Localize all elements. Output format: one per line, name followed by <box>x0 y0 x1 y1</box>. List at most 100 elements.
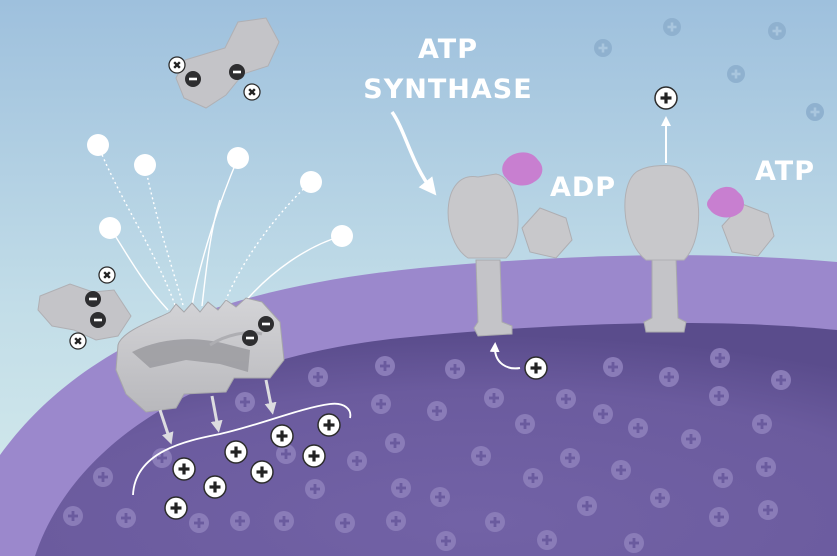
plus-ion-icon <box>172 457 196 481</box>
released-particles <box>97 144 343 311</box>
faded-plus-ion-icon <box>391 478 411 498</box>
minus-ion-icon <box>258 316 274 332</box>
particle-icon <box>134 154 156 176</box>
faded-plus-ion-icon <box>758 500 778 520</box>
faded-plus-ion-icon <box>650 488 670 508</box>
plus-ion-icon <box>654 86 678 110</box>
faded-plus-ion-icon <box>274 511 294 531</box>
plus-ion-icon <box>270 424 294 448</box>
plus-ion-icon <box>317 413 341 437</box>
faded-plus-ion-icon <box>485 512 505 532</box>
faded-plus-ion-icon <box>347 451 367 471</box>
cross-ion-icon <box>98 266 116 284</box>
faded-plus-ion-icon <box>537 530 557 550</box>
faded-plus-ion-icon <box>63 506 83 526</box>
plus-ion-icon <box>203 475 227 499</box>
faded-plus-ion-icon <box>371 394 391 414</box>
pump-arrows <box>158 379 277 445</box>
faded-plus-ion-icon <box>515 414 535 434</box>
matrix <box>35 323 837 556</box>
plus-ion-icon <box>302 444 326 468</box>
faded-plus-ion-icon <box>663 18 681 36</box>
minus-ion-icon <box>229 64 245 80</box>
minus-ion-icon <box>85 291 101 307</box>
adp-molecule <box>502 152 573 259</box>
particle-icon <box>87 134 109 156</box>
plus-ion-icon <box>524 356 548 380</box>
faded-plus-ion-icon <box>713 468 733 488</box>
faded-plus-ion-icon <box>375 356 395 376</box>
faded-plus-ion-icon <box>116 508 136 528</box>
proton-group-bracket <box>132 402 352 496</box>
minus-ion-icon <box>185 71 201 87</box>
atp-synthase-right <box>624 165 700 333</box>
adenosine-icon <box>521 207 573 259</box>
faded-plus-ion-icon <box>335 513 355 533</box>
arrow-icon <box>489 342 521 370</box>
phosphate-icon <box>707 186 744 218</box>
faded-plus-ion-icon <box>93 467 113 487</box>
cross-ion-icon <box>69 332 87 350</box>
faded-plus-ion-icon <box>523 468 543 488</box>
atp-label: ATP <box>755 156 815 187</box>
faded-plus-ion-icon <box>593 404 613 424</box>
faded-plus-ion-icon <box>577 496 597 516</box>
plus-ion-icon <box>250 460 274 484</box>
particle-icon <box>99 217 121 239</box>
particle-icon <box>331 225 353 247</box>
faded-plus-ion-icon <box>560 448 580 468</box>
faded-plus-ion-icon <box>235 392 255 412</box>
arrow-icon <box>210 395 223 433</box>
atp-molecule <box>707 186 775 257</box>
particle-icon <box>227 147 249 169</box>
faded-plus-ion-icon <box>471 446 491 466</box>
faded-plus-ion-icon <box>806 103 824 121</box>
cross-ion-icon <box>168 56 186 74</box>
faded-plus-ion-icon <box>752 414 772 434</box>
atp-synthase-left <box>447 173 519 337</box>
minus-ion-icon <box>242 330 258 346</box>
atp-synthase-label-line2: SYNTHASE <box>363 74 532 105</box>
plus-ion-icon <box>224 440 248 464</box>
faded-plus-ion-icon <box>189 513 209 533</box>
faded-plus-ion-icon <box>436 531 456 551</box>
cross-ion-icon <box>243 83 261 101</box>
faded-plus-ion-icon <box>305 479 325 499</box>
faded-plus-ion-icon <box>385 433 405 453</box>
faded-plus-ion-icon <box>681 429 701 449</box>
free-electron-carrier-left <box>37 266 132 350</box>
particle-dots <box>87 134 353 247</box>
atp-synthase-label-line1: ATP <box>418 34 478 65</box>
faded-plus-ion-icon <box>556 389 576 409</box>
faded-plus-ion-icon <box>628 418 648 438</box>
faded-plus-ion-icon <box>445 359 465 379</box>
plus-ion-icon <box>164 496 188 520</box>
adp-label: ADP <box>550 172 616 203</box>
faded-plus-ion-icon <box>709 386 729 406</box>
minus-ion-icon <box>90 312 106 328</box>
faded-plus-ion-icon <box>727 65 745 83</box>
faded-plus-ion-icon <box>710 348 730 368</box>
faded-plus-ion-icon <box>611 460 631 480</box>
phosphate-icon <box>502 152 543 186</box>
label-pointer-arrow <box>390 110 437 196</box>
faded-plus-ion-icon <box>308 367 328 387</box>
faded-plus-ion-icon <box>427 401 447 421</box>
arrow-icon <box>158 409 174 445</box>
faded-plus-ion-icon <box>386 511 406 531</box>
faded-plus-ion-icon <box>603 357 623 377</box>
faded-plus-ion-icon <box>230 511 250 531</box>
faded-plus-ion-icon <box>594 39 612 57</box>
faded-plus-ion-icon <box>430 487 450 507</box>
faded-plus-ion-icon <box>771 370 791 390</box>
proton-pump-complex <box>115 297 285 413</box>
arrow-icon <box>264 379 277 415</box>
faded-plus-ion-icon <box>709 507 729 527</box>
faded-plus-ion-icon <box>659 367 679 387</box>
faded-plus-ion-icon <box>624 533 644 553</box>
particle-icon <box>300 171 322 193</box>
faded-plus-ion-icon <box>768 22 786 40</box>
free-electron-carrier-top <box>168 17 280 109</box>
